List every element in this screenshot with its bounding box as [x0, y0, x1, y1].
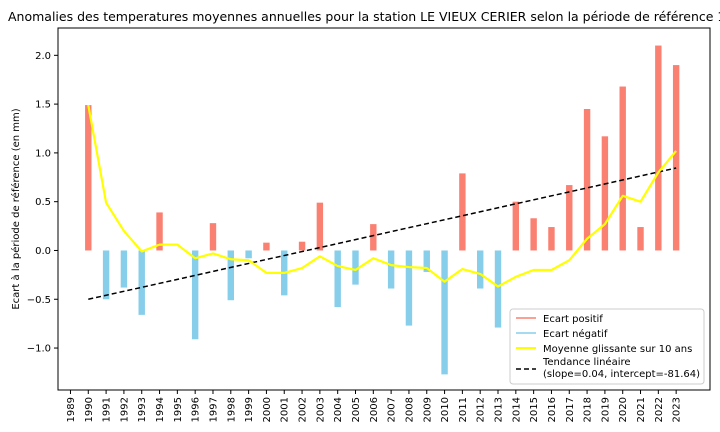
moving-average-line [87, 104, 677, 288]
bar-positive [566, 185, 573, 251]
bar-positive [316, 202, 324, 251]
x-tick-label: 1996 [191, 397, 202, 422]
bar-positive [619, 86, 626, 251]
x-tick-label: 2013 [494, 397, 505, 422]
x-tick-label: 2000 [262, 397, 273, 422]
x-tick-label: 2017 [565, 397, 576, 422]
bar-positive [209, 223, 217, 251]
bar-positive [601, 136, 609, 251]
bar-negative [191, 250, 199, 340]
x-tick-label: 2007 [387, 397, 398, 422]
x-tick-label: 1990 [84, 397, 95, 422]
x-tick-label: 2011 [458, 397, 469, 422]
bar-positive [530, 218, 537, 251]
y-tick-label: 0.0 [35, 246, 51, 257]
bar-positive [370, 224, 377, 251]
x-tick-label: 2003 [315, 397, 326, 422]
x-tick-label: 1993 [137, 397, 148, 422]
bar-negative [423, 250, 430, 272]
x-tick-label: 2004 [333, 397, 344, 422]
legend-label-positive: Ecart positif [543, 314, 603, 325]
x-tick-label: 2019 [600, 397, 611, 422]
bar-negative [476, 250, 484, 289]
bar-positive [548, 227, 555, 251]
x-tick-label: 2015 [529, 397, 540, 422]
legend-label-trend-line2: (slope=0.04, intercept=-81.64) [543, 369, 700, 380]
bar-positive [512, 201, 520, 251]
trend-line [88, 167, 677, 300]
x-tick-label: 2021 [636, 397, 647, 422]
bar-negative [405, 250, 413, 326]
y-axis-label: Ecart à la période de référence (en mm) [10, 108, 22, 309]
bar-positive [672, 65, 680, 251]
y-tick-label: −1.0 [27, 344, 51, 355]
x-tick-label: 2001 [280, 397, 291, 422]
x-tick-label: 2002 [298, 397, 309, 422]
bar-negative [138, 250, 145, 315]
x-tick-label: 2005 [351, 397, 362, 422]
bar-positive [459, 173, 466, 251]
bar-negative [441, 250, 448, 375]
x-tick-label: 1995 [173, 397, 184, 422]
x-tick-label: 2006 [369, 397, 380, 422]
bar-negative [387, 250, 395, 289]
legend: Ecart positif Ecart négatif Moyenne glis… [509, 308, 705, 385]
x-tick-label: 2012 [476, 397, 487, 422]
bar-negative [245, 250, 252, 259]
x-tick-label: 1994 [155, 397, 166, 422]
legend-label-trend-line1: Tendance linéaire [542, 356, 631, 368]
bar-negative [494, 250, 502, 328]
y-tick-label: 1.0 [35, 148, 51, 159]
bar-positive [637, 227, 644, 251]
bar-positive [298, 241, 306, 251]
x-axis: 1989 1990 1991 1992 1993 1994 1995 1996 1997 1998… [66, 390, 683, 422]
y-tick-label: 0.5 [35, 197, 51, 208]
x-tick-label: 2016 [547, 397, 558, 422]
x-tick-label: 1999 [244, 397, 255, 422]
y-axis: −1.0 −0.5 0.0 0.5 1.0 1.5 2.0 [27, 51, 58, 355]
x-tick-label: 2020 [618, 397, 629, 422]
bar-negative [102, 250, 110, 300]
bar-positive [85, 105, 92, 251]
bar-negative [227, 250, 234, 301]
bar-positive [263, 242, 270, 251]
x-tick-label: 1997 [208, 397, 219, 422]
y-tick-label: −0.5 [27, 295, 51, 306]
x-tick-label: 2008 [404, 397, 415, 422]
bar-positive [655, 45, 662, 251]
bar-positive [156, 212, 163, 251]
bar-positive [583, 108, 591, 251]
y-tick-label: 2.0 [35, 51, 51, 62]
x-tick-label: 1998 [226, 397, 237, 422]
legend-label-negative: Ecart négatif [543, 328, 608, 340]
bar-negative [334, 250, 341, 308]
plot-frame [57, 27, 711, 391]
x-tick-label: 2022 [654, 397, 665, 422]
x-tick-label: 1989 [66, 397, 77, 422]
legend-label-moving-avg: Moyenne glissante sur 10 ans [543, 344, 692, 355]
x-tick-label: 1992 [119, 397, 130, 422]
x-tick-label: 2018 [583, 397, 594, 422]
y-tick-label: 1.5 [35, 100, 51, 111]
x-tick-label: 1991 [102, 397, 113, 422]
x-tick-label: 2023 [672, 397, 683, 422]
plot-area [85, 45, 680, 375]
bar-negative [352, 250, 359, 285]
bar-negative [120, 250, 128, 288]
x-tick-label: 2009 [422, 397, 433, 422]
chart-title: Anomalies des temperatures moyennes annu… [8, 9, 720, 24]
x-tick-label: 2014 [511, 397, 522, 422]
x-tick-label: 2010 [440, 397, 451, 422]
legend-box [509, 308, 705, 385]
